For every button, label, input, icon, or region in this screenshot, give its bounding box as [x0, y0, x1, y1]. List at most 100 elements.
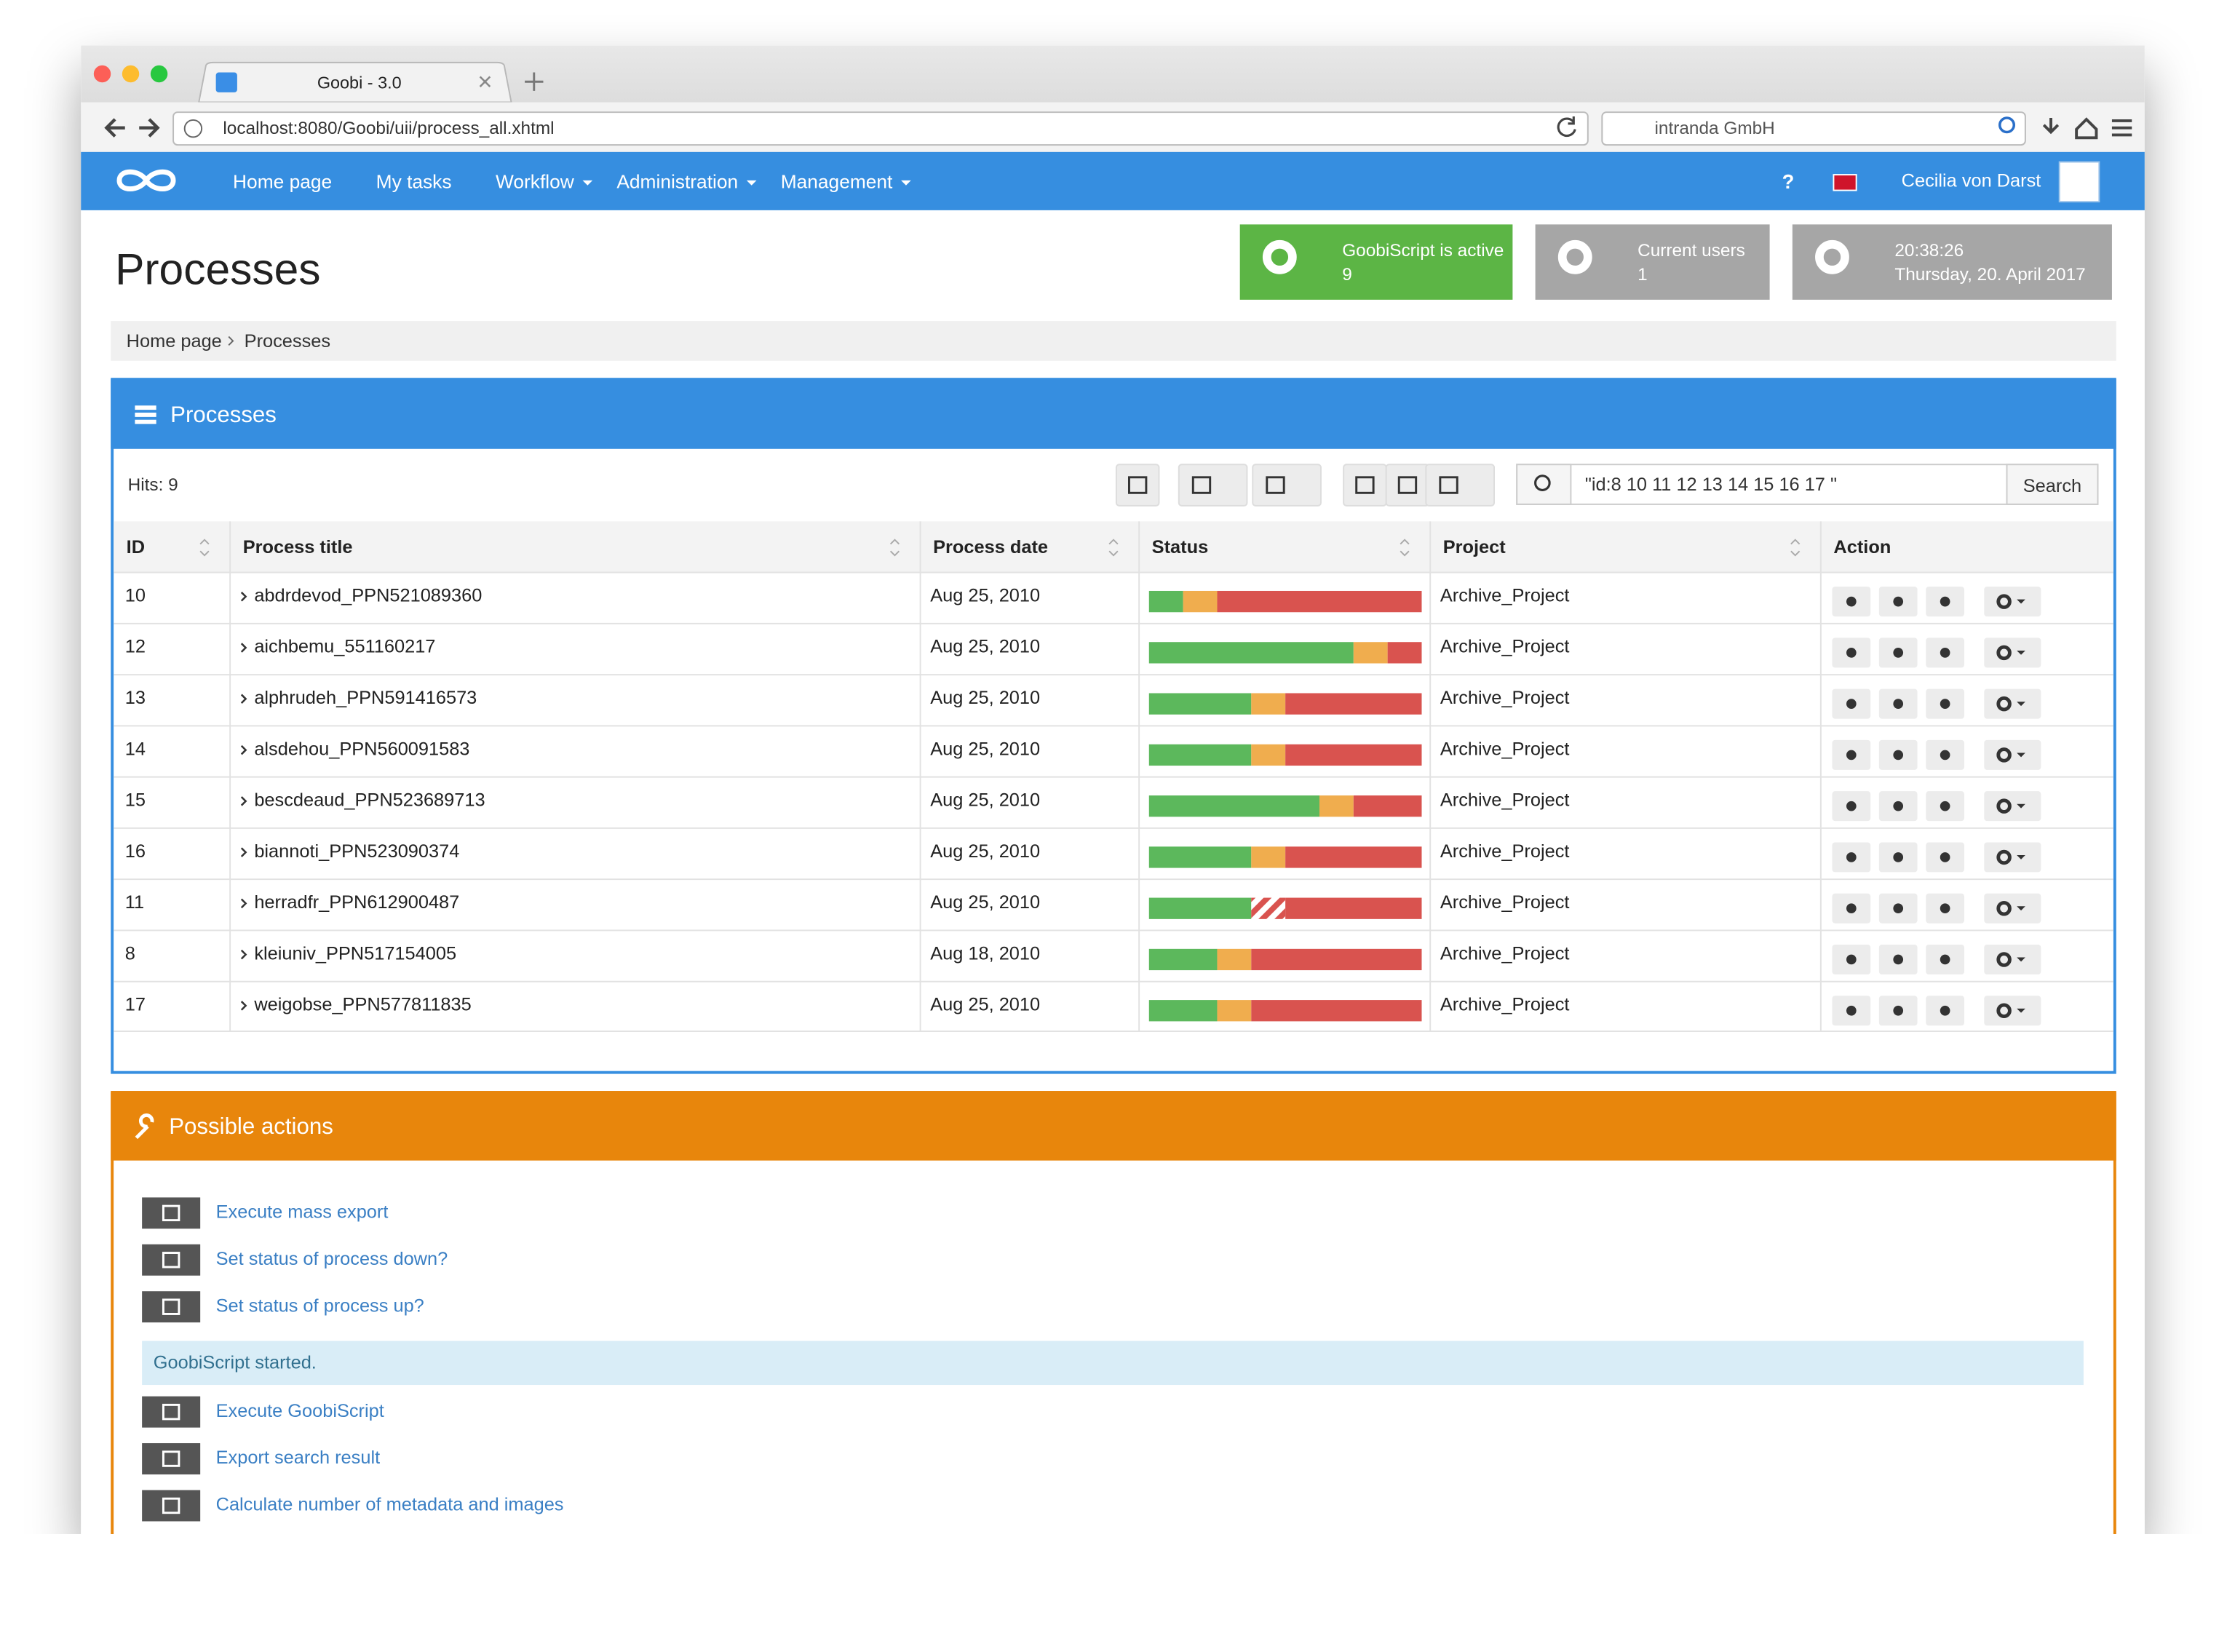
- action-link[interactable]: Set status of process up?: [216, 1295, 424, 1316]
- cell-title[interactable]: aichbemu_551160217: [254, 637, 435, 657]
- action-icon-box: [142, 1244, 201, 1276]
- tool-button[interactable]: [1115, 464, 1160, 507]
- cell-title[interactable]: kleiuniv_PPN517154005: [254, 943, 456, 964]
- actions-panel: [111, 1091, 2116, 1563]
- action-icon-box: [142, 1291, 201, 1323]
- cell-title[interactable]: bescdeaud_PPN523689713: [254, 790, 485, 811]
- flag[interactable]: [1833, 174, 1857, 191]
- action-link[interactable]: Execute mass export: [216, 1202, 389, 1223]
- column-header[interactable]: Process date: [933, 537, 1048, 557]
- zoom-button[interactable]: [150, 65, 168, 83]
- reload[interactable]: [1557, 116, 1576, 138]
- action-icon: [1893, 801, 1904, 811]
- cell-title[interactable]: weigobse_PPN577811835: [253, 995, 471, 1015]
- cell-date: Aug 25, 2010: [930, 585, 1040, 605]
- url-bar[interactable]: [172, 111, 1589, 146]
- cell-project: Archive_Project: [1440, 892, 1570, 913]
- cell-date: Aug 25, 2010: [930, 892, 1040, 913]
- tool-button[interactable]: [1252, 464, 1322, 507]
- action-icon: [1846, 954, 1857, 965]
- action-link[interactable]: Calculate number of metadata and images: [216, 1495, 564, 1515]
- action-menu[interactable]: [1984, 842, 2041, 873]
- action-menu[interactable]: [1984, 893, 2041, 924]
- tool-button[interactable]: [1385, 464, 1430, 507]
- action-icon: [162, 1204, 180, 1222]
- gear-icon: [1996, 594, 2012, 609]
- cell-project: Archive_Project: [1440, 585, 1570, 605]
- action-menu[interactable]: [1984, 944, 2041, 974]
- action-icon: [162, 1497, 180, 1514]
- gear-icon: [1996, 1003, 2012, 1018]
- action-menu[interactable]: [1984, 739, 2041, 770]
- nav-item[interactable]: Administration: [616, 171, 738, 193]
- widget: [1535, 224, 1770, 300]
- new-tab[interactable]: [525, 72, 544, 91]
- search-bar[interactable]: [1601, 111, 2026, 146]
- action-menu[interactable]: [1984, 791, 2041, 822]
- breadcrumb-sep: [228, 335, 234, 346]
- cell-title[interactable]: biannoti_PPN523090374: [254, 841, 459, 862]
- column-header[interactable]: Status: [1152, 537, 1209, 557]
- user-name[interactable]: Cecilia von Darst: [1902, 171, 2041, 191]
- logo[interactable]: [116, 169, 176, 191]
- action-link[interactable]: Export search result: [216, 1448, 380, 1468]
- close-button[interactable]: [93, 65, 111, 83]
- action-link[interactable]: Set status of process down?: [216, 1249, 448, 1269]
- status-segment: [1148, 846, 1252, 868]
- search-text: intranda GmbH: [1655, 119, 1775, 138]
- caret: [901, 180, 911, 186]
- action-menu[interactable]: [1984, 587, 2041, 617]
- cell-title[interactable]: abdrdevod_PPN521089360: [254, 585, 482, 605]
- cell-title[interactable]: herradfr_PPN612900487: [254, 892, 459, 913]
- breadcrumb[interactable]: Home page: [127, 331, 222, 352]
- cell-id: 13: [125, 688, 146, 708]
- nav-item[interactable]: Home page: [233, 171, 332, 193]
- help[interactable]: ?: [1782, 170, 1795, 193]
- action-icon: [162, 1298, 180, 1315]
- action-icon: [1940, 596, 1950, 607]
- search-button-label[interactable]: Search: [2023, 476, 2081, 496]
- action-link[interactable]: Execute GoobiScript: [216, 1401, 384, 1421]
- info-icon: [183, 119, 203, 138]
- action-menu[interactable]: [1984, 638, 2041, 668]
- avatar[interactable]: [2058, 161, 2100, 203]
- cell-project: Archive_Project: [1440, 995, 1570, 1015]
- cell-title[interactable]: alsdehou_PPN560091583: [254, 739, 469, 759]
- action-menu[interactable]: [1984, 996, 2041, 1026]
- nav-item[interactable]: My tasks: [376, 171, 452, 193]
- action-icon: [1846, 1005, 1857, 1016]
- cell-title[interactable]: alphrudeh_PPN591416573: [254, 688, 477, 708]
- tool-button[interactable]: [1425, 464, 1495, 507]
- search-icon: [1534, 474, 1551, 491]
- search-field[interactable]: [1516, 464, 2099, 505]
- column-header[interactable]: Process title: [243, 537, 353, 557]
- action-icon: [1893, 648, 1904, 658]
- widget-icon: [1557, 239, 1592, 274]
- column-header[interactable]: ID: [127, 537, 145, 557]
- cell-project: Archive_Project: [1440, 790, 1570, 811]
- nav-item[interactable]: Management: [781, 171, 893, 193]
- tool-button[interactable]: [1178, 464, 1248, 507]
- action-icon: [1846, 699, 1857, 709]
- cell-date: Aug 25, 2010: [930, 739, 1040, 759]
- nav-item[interactable]: Workflow: [496, 171, 575, 193]
- action-icon: [1940, 699, 1950, 709]
- status-segment: [1251, 1000, 1422, 1022]
- gear-icon: [1996, 900, 2012, 916]
- expand-icon: [240, 847, 247, 857]
- column-header[interactable]: Project: [1443, 537, 1506, 557]
- tab[interactable]: [198, 61, 512, 103]
- caret: [2017, 957, 2025, 962]
- nav-arrows[interactable]: [104, 118, 160, 138]
- status-segment: [1353, 795, 1422, 817]
- breadcrumb-bar: [111, 321, 2116, 361]
- tab-close[interactable]: [479, 76, 491, 87]
- action-icon: [1940, 648, 1950, 658]
- status-segment: [1251, 744, 1286, 766]
- status-segment: [1148, 897, 1252, 919]
- search-button[interactable]: [2006, 464, 2099, 505]
- action-menu[interactable]: [1984, 688, 2041, 719]
- tool-button[interactable]: [1343, 464, 1387, 507]
- toolbar-icons[interactable]: [2042, 117, 2132, 140]
- minimize-button[interactable]: [122, 65, 140, 83]
